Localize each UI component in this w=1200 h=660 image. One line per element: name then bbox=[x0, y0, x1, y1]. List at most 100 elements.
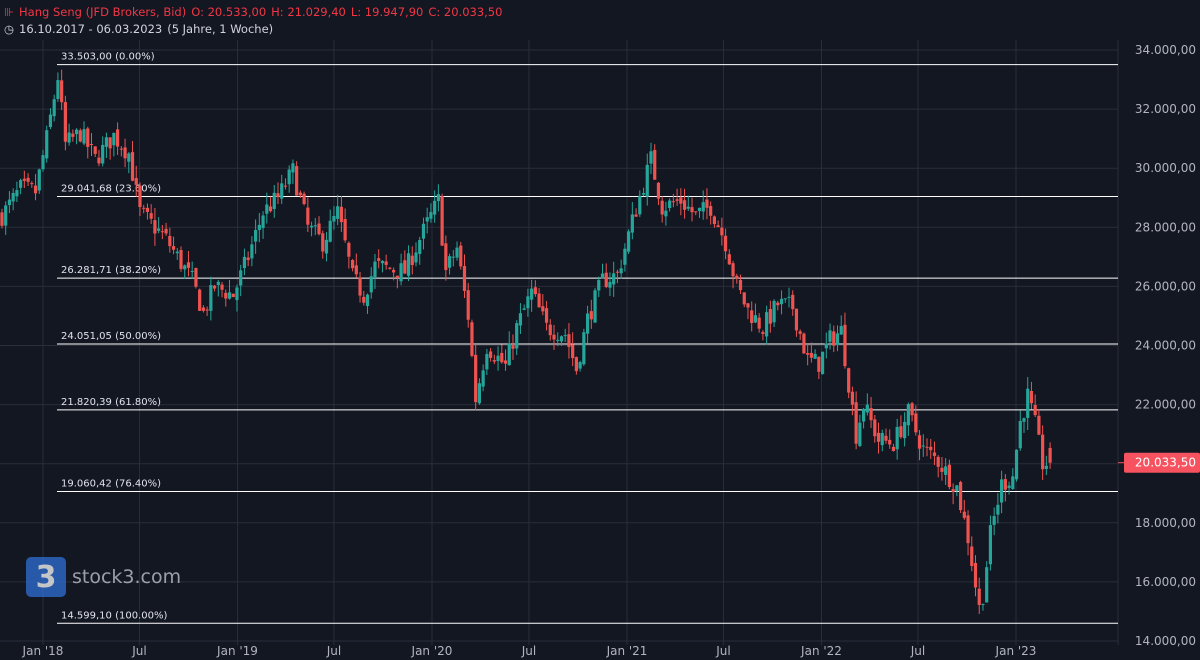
candle-down bbox=[757, 317, 761, 329]
candle-up bbox=[828, 330, 832, 342]
candlestick-icon: ⊪ bbox=[4, 5, 15, 19]
candle-up bbox=[291, 163, 295, 173]
candle-down bbox=[198, 289, 202, 311]
candle-up bbox=[944, 466, 948, 475]
candle-up bbox=[988, 525, 993, 565]
candle-up bbox=[619, 268, 623, 274]
candle-down bbox=[914, 413, 918, 433]
candle-down bbox=[1037, 415, 1041, 435]
candle-up bbox=[421, 223, 426, 239]
candle-up bbox=[313, 225, 317, 227]
candle-up bbox=[272, 192, 276, 209]
axes: 34.000,00 32.000,00 30.000,00 28.000,00 26.0… bbox=[22, 43, 1200, 658]
candle-up bbox=[839, 326, 843, 335]
candle-up bbox=[418, 239, 422, 254]
date-tick-label: Jul bbox=[910, 644, 925, 658]
candle-up bbox=[862, 408, 866, 422]
candle-up bbox=[406, 253, 411, 276]
candles bbox=[0, 69, 1052, 614]
price-tick-label: 22.000,00 bbox=[1135, 398, 1196, 412]
candle-up bbox=[209, 285, 213, 311]
candle-down bbox=[891, 446, 896, 452]
candle-down bbox=[347, 242, 351, 257]
candle-up bbox=[585, 313, 590, 334]
date-tick-label: Jan '22 bbox=[800, 644, 842, 658]
candle-down bbox=[947, 464, 951, 488]
candle-up bbox=[56, 80, 60, 99]
instrument-name: Hang Seng (JFD Brokers, Bid) bbox=[19, 5, 187, 19]
candle-down bbox=[60, 80, 64, 103]
close-value: C: 20.033,50 bbox=[428, 5, 503, 19]
candle-up bbox=[1014, 449, 1019, 480]
candle-up bbox=[399, 263, 403, 282]
candle-up bbox=[858, 422, 862, 446]
candle-up bbox=[608, 281, 612, 288]
date-range-header: ◷ 16.10.2017 - 06.03.2023 (5 Jahre, 1 Woch… bbox=[4, 22, 278, 36]
candle-up bbox=[242, 256, 247, 269]
date-tick-label: Jul bbox=[326, 644, 341, 658]
candle-up bbox=[985, 567, 989, 603]
candle-down bbox=[138, 185, 142, 208]
candle-down bbox=[116, 129, 120, 147]
date-tick-label: Jan '23 bbox=[995, 644, 1037, 658]
candle-up bbox=[37, 169, 41, 191]
candle-up bbox=[332, 215, 336, 222]
candle-down bbox=[108, 137, 112, 149]
clock-icon: ◷ bbox=[4, 22, 15, 36]
candle-up bbox=[216, 281, 220, 286]
candle-up bbox=[582, 332, 586, 365]
candle-down bbox=[541, 306, 545, 312]
candle-up bbox=[668, 200, 672, 209]
candle-down bbox=[179, 250, 183, 269]
fib-level-label: 19.060,42 (76.40%) bbox=[61, 478, 161, 489]
candle-down bbox=[395, 275, 399, 278]
candle-up bbox=[82, 129, 86, 144]
candle-down bbox=[466, 290, 470, 320]
candle-down bbox=[1033, 405, 1037, 416]
candle-up bbox=[175, 251, 179, 254]
candle-down bbox=[160, 231, 164, 233]
candle-down bbox=[130, 152, 135, 181]
candle-down bbox=[78, 130, 82, 142]
candle-down bbox=[843, 324, 847, 367]
fib-level-label: 24.051,05 (50.00%) bbox=[61, 331, 161, 342]
candle-down bbox=[656, 182, 661, 199]
candle-up bbox=[127, 153, 131, 162]
candle-down bbox=[205, 309, 209, 311]
candle-down bbox=[552, 334, 556, 340]
candle-up bbox=[112, 132, 116, 146]
period-label: (5 Jahre, 1 Woche) bbox=[167, 22, 274, 36]
candle-down bbox=[511, 345, 515, 349]
candle-down bbox=[682, 200, 687, 210]
candle-down bbox=[899, 426, 903, 438]
candle-up bbox=[955, 485, 959, 491]
candle-up bbox=[1022, 418, 1026, 422]
candle-down bbox=[444, 243, 448, 271]
candle-up bbox=[48, 114, 53, 128]
candle-up bbox=[515, 323, 519, 349]
candle-down bbox=[958, 481, 963, 511]
candle-up bbox=[257, 224, 261, 231]
candle-down bbox=[768, 309, 772, 324]
candle-up bbox=[239, 270, 243, 286]
candle-up bbox=[638, 195, 642, 215]
candle-down bbox=[567, 334, 571, 347]
candle-down bbox=[354, 265, 358, 275]
candle-down bbox=[33, 185, 38, 194]
candle-down bbox=[1048, 447, 1052, 463]
candle-up bbox=[287, 169, 291, 185]
candle-up bbox=[254, 229, 258, 242]
candle-down bbox=[817, 356, 821, 372]
candle-up bbox=[451, 256, 455, 258]
candle-up bbox=[157, 228, 161, 231]
candle-up bbox=[835, 333, 840, 345]
candle-down bbox=[716, 225, 720, 228]
candle-down bbox=[705, 199, 709, 208]
candle-down bbox=[71, 133, 75, 137]
candle-down bbox=[410, 255, 414, 266]
candle-down bbox=[26, 177, 30, 182]
candle-down bbox=[168, 235, 172, 247]
candle-down bbox=[358, 277, 362, 296]
candle-up bbox=[19, 180, 23, 188]
